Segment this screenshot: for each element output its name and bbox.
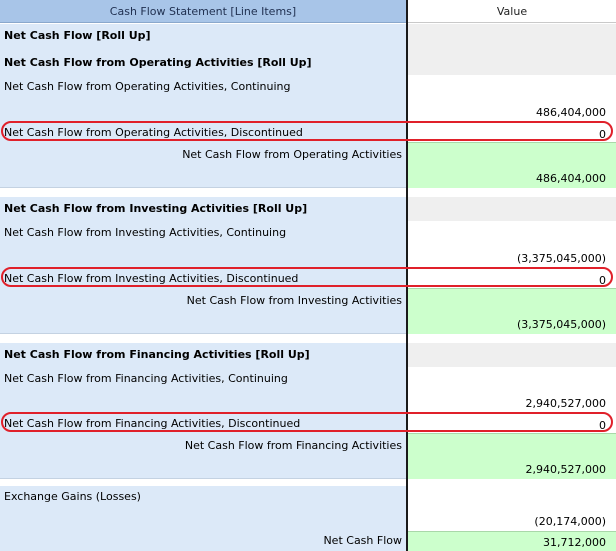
row-label: Net Cash Flow from Financing Activities … <box>4 348 310 361</box>
row-label: Net Cash Flow from Investing Activities,… <box>4 226 287 239</box>
row-value: (20,174,000) <box>534 515 606 528</box>
table-row-operating-discontinued[interactable]: Net Cash Flow from Operating Activities,… <box>0 122 616 142</box>
row-value: (3,375,045,000) <box>516 318 606 331</box>
table-row-financing-rollup[interactable]: Net Cash Flow from Financing Activities … <box>0 343 616 367</box>
row-label: Net Cash Flow from Operating Activities … <box>4 56 312 69</box>
row-label: Net Cash Flow [Roll Up] <box>4 29 151 42</box>
row-label: Exchange Gains (Losses) <box>4 490 141 503</box>
table-row-investing-rollup[interactable]: Net Cash Flow from Investing Activities … <box>0 197 616 221</box>
row-label: Net Cash Flow from Financing Activities,… <box>4 417 301 430</box>
row-value: 486,404,000 <box>536 172 606 185</box>
row-value: 2,940,527,000 <box>525 397 606 410</box>
value-column-header[interactable]: Value <box>408 0 616 23</box>
table-row-operating-rollup[interactable]: Net Cash Flow from Operating Activities … <box>0 51 616 75</box>
table-row-investing-continuing[interactable]: Net Cash Flow from Investing Activities,… <box>0 221 616 268</box>
row-label: Net Cash Flow from Investing Activities,… <box>4 272 299 285</box>
row-value: 486,404,000 <box>536 106 606 119</box>
table-row-operating-continuing[interactable]: Net Cash Flow from Operating Activities,… <box>0 75 616 122</box>
row-label: Net Cash Flow from Investing Activities … <box>4 202 308 215</box>
row-label: Net Cash Flow from Investing Activities <box>186 294 402 307</box>
row-label: Net Cash Flow from Financing Activities <box>184 439 402 452</box>
row-value: 0 <box>599 128 606 141</box>
table-row-operating-total[interactable]: Net Cash Flow from Operating Activities … <box>0 142 616 188</box>
row-value: 31,712,000 <box>543 536 606 549</box>
row-label: Net Cash Flow from Operating Activities <box>182 148 402 161</box>
table-row-exchange-gains[interactable]: Exchange Gains (Losses) (20,174,000) <box>0 486 616 531</box>
row-label: Net Cash Flow from Operating Activities,… <box>4 80 291 93</box>
column-divider[interactable] <box>406 0 408 551</box>
row-value: 0 <box>599 274 606 287</box>
table-row-financing-discontinued[interactable]: Net Cash Flow from Financing Activities,… <box>0 413 616 433</box>
label-column-header[interactable]: Cash Flow Statement [Line Items] <box>0 0 406 23</box>
row-label: Net Cash Flow <box>323 534 402 547</box>
table-row-financing-continuing[interactable]: Net Cash Flow from Financing Activities,… <box>0 367 616 413</box>
row-label: Net Cash Flow from Financing Activities,… <box>4 372 288 385</box>
table-row-net-cash-flow-total[interactable]: Net Cash Flow 31,712,000 <box>0 531 616 551</box>
row-value: 0 <box>599 419 606 432</box>
row-value: 2,940,527,000 <box>525 463 606 476</box>
table-row-investing-discontinued[interactable]: Net Cash Flow from Investing Activities,… <box>0 268 616 288</box>
row-value: (3,375,045,000) <box>516 252 606 265</box>
table-row-investing-total[interactable]: Net Cash Flow from Investing Activities … <box>0 288 616 334</box>
table-row-net-cash-flow-rollup[interactable]: Net Cash Flow [Roll Up] <box>0 24 616 51</box>
table-row-financing-total[interactable]: Net Cash Flow from Financing Activities … <box>0 433 616 479</box>
row-label: Net Cash Flow from Operating Activities,… <box>4 126 303 139</box>
